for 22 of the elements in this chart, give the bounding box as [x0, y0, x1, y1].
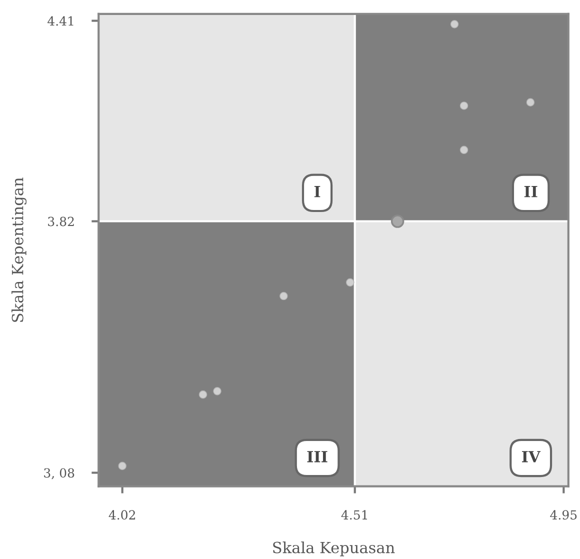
x-tick-label: 4.51 — [341, 510, 367, 520]
point — [118, 462, 126, 470]
y-tick-label: 3.82 — [48, 216, 74, 226]
annotation: III — [307, 451, 328, 462]
x-tick-label: 4.02 — [108, 510, 136, 520]
point — [346, 278, 354, 287]
y-tick-label: 3, 08 — [44, 468, 74, 480]
y-tick-label: 4.41 — [48, 16, 74, 26]
point — [390, 214, 404, 228]
y-axis-title: Skala Kepentingan — [12, 178, 27, 322]
x-tick-label: 4.95 — [550, 510, 577, 520]
point — [213, 387, 222, 396]
annotation: II — [524, 186, 538, 198]
point — [526, 98, 535, 106]
x-axis-title: Skala Kepuasan — [273, 541, 395, 556]
point — [198, 390, 208, 399]
point — [450, 20, 459, 28]
point — [280, 292, 288, 300]
point — [460, 102, 468, 110]
annotation: I — [314, 186, 320, 198]
point — [460, 146, 468, 154]
annotation: IV — [522, 451, 541, 462]
